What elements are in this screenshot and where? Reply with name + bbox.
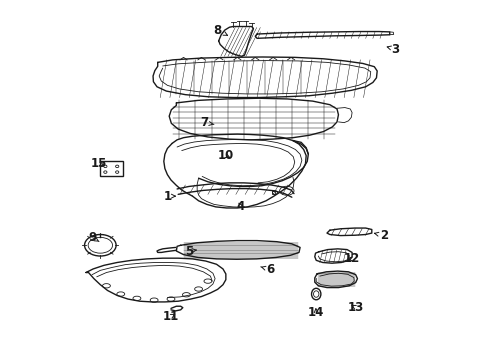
- Text: 6: 6: [260, 263, 274, 276]
- Text: 12: 12: [343, 252, 360, 265]
- Bar: [100, 161, 122, 176]
- Text: 1: 1: [163, 190, 175, 203]
- Text: 2: 2: [374, 229, 387, 242]
- Text: 14: 14: [307, 306, 324, 319]
- Text: 15: 15: [91, 157, 107, 170]
- Text: 3: 3: [386, 42, 398, 55]
- Bar: [272, 192, 275, 194]
- Text: 4: 4: [236, 201, 244, 213]
- Text: 7: 7: [200, 116, 213, 129]
- Text: 5: 5: [184, 244, 196, 257]
- Text: 8: 8: [213, 24, 227, 37]
- Text: 11: 11: [163, 310, 179, 323]
- Text: 10: 10: [217, 149, 233, 162]
- Text: 9: 9: [88, 231, 99, 244]
- Text: 13: 13: [347, 301, 363, 314]
